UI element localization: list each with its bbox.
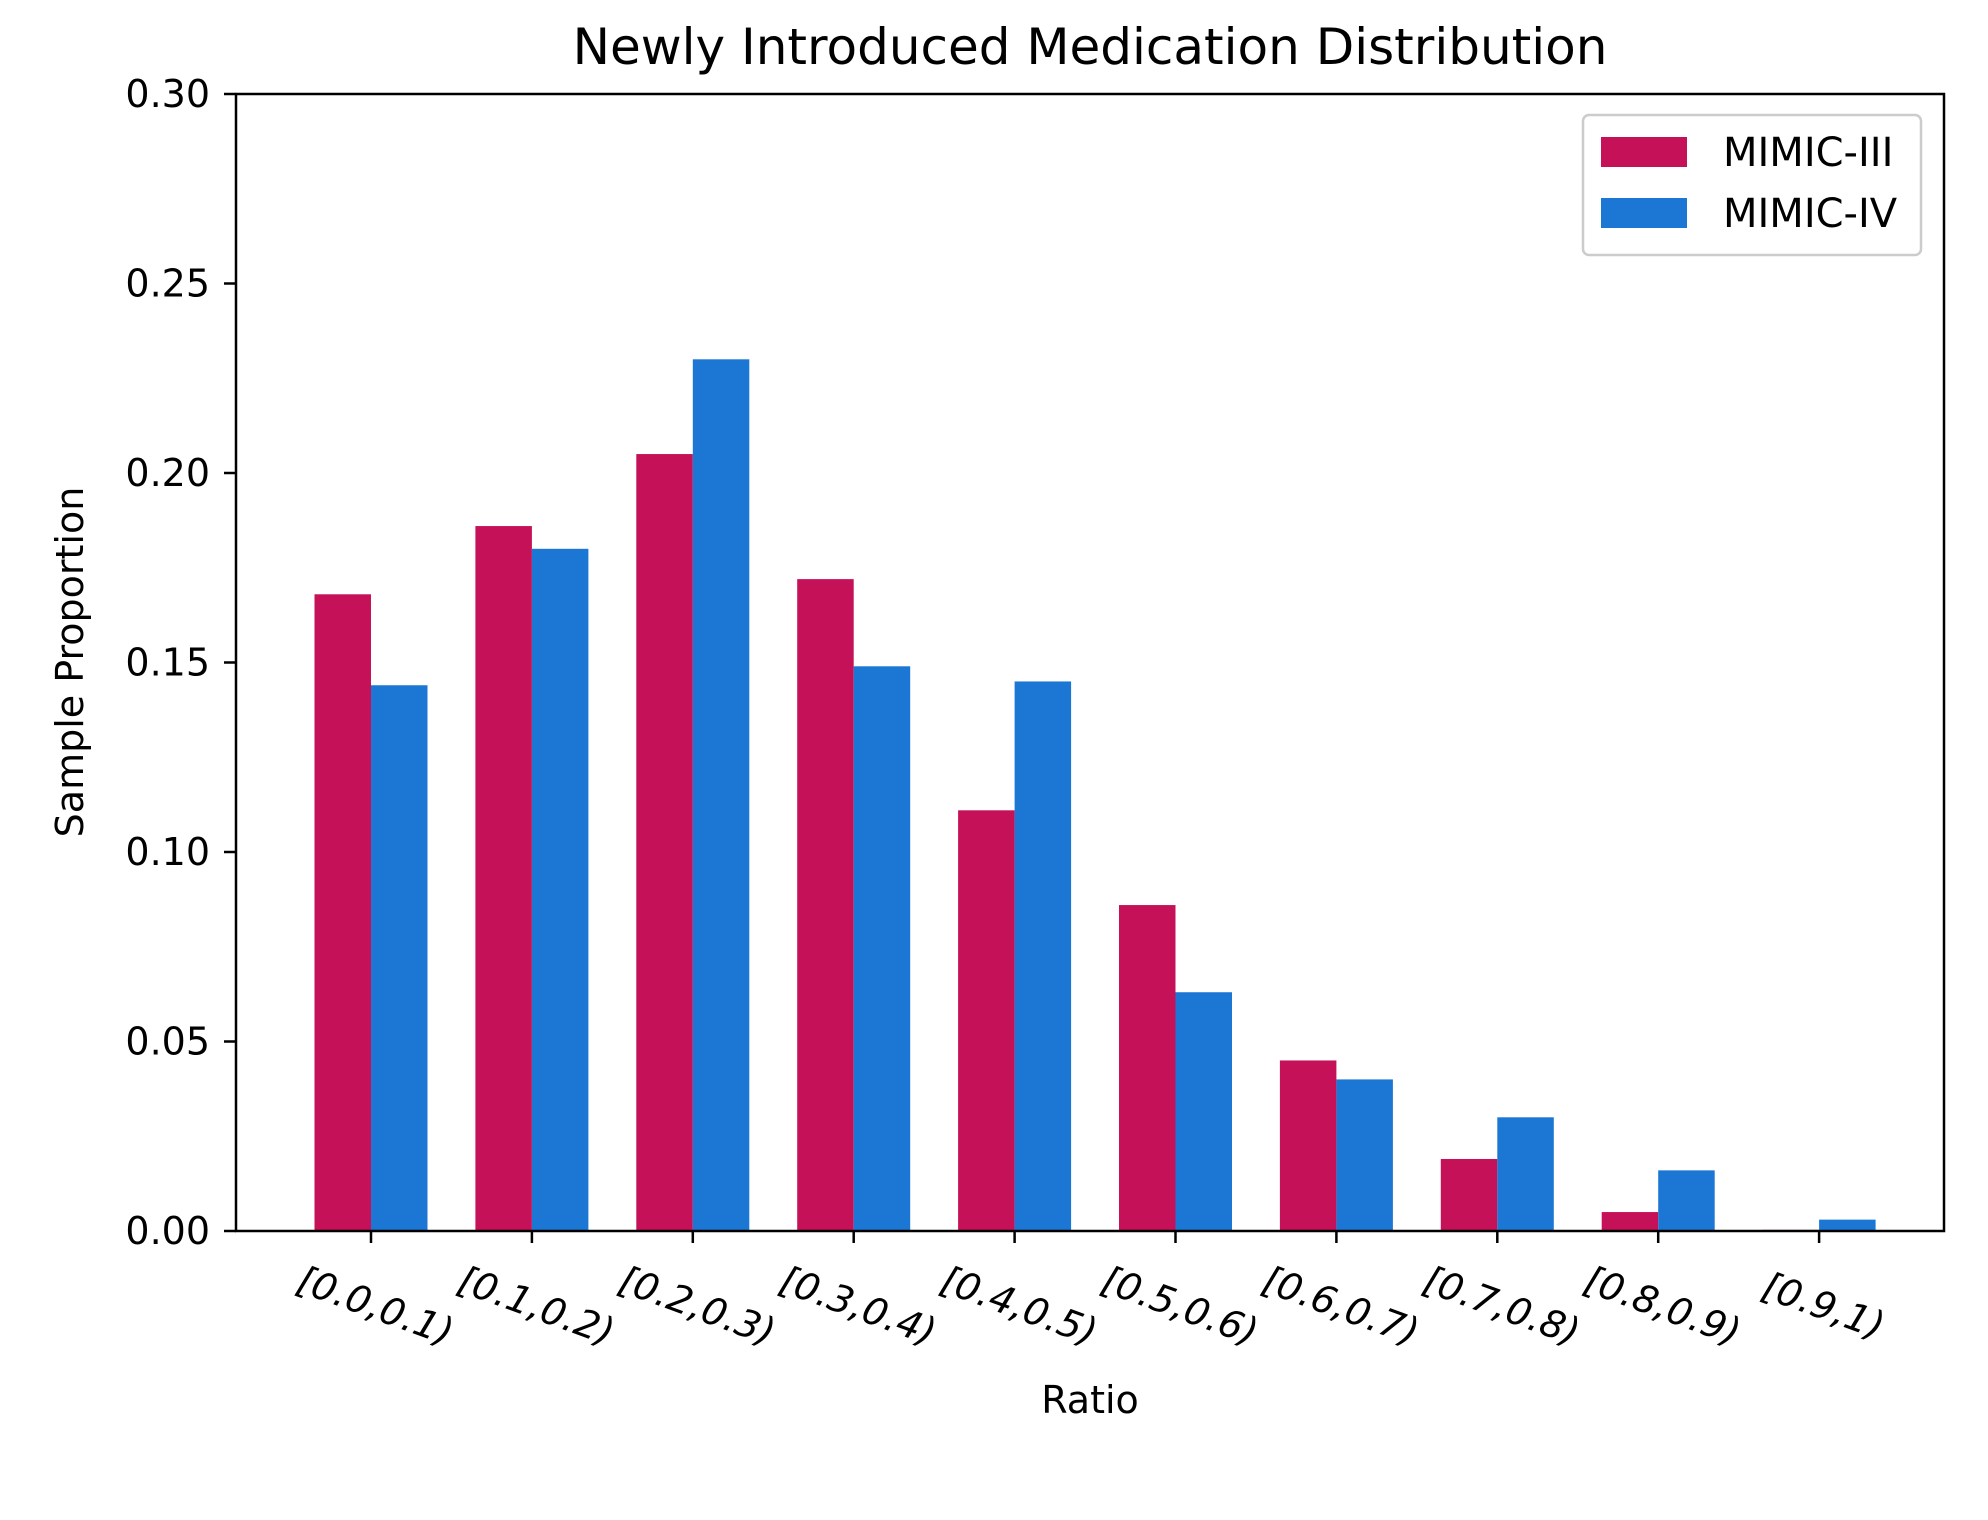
x-tick-label: [0.9,1) xyxy=(1757,1264,1891,1349)
bar-mimic-iii-5 xyxy=(1119,905,1176,1231)
x-tick-label: [0.8,0.9) xyxy=(1579,1257,1747,1354)
y-axis-label: Sample Proportion xyxy=(48,487,92,838)
plot-frame xyxy=(234,92,1946,1233)
bar-mimic-iii-6 xyxy=(1279,1060,1337,1231)
bar-mimic-iv-6 xyxy=(1336,1079,1393,1231)
legend-swatch-mimic-iv xyxy=(1601,198,1687,228)
bar-mimic-iii-4 xyxy=(958,810,1015,1231)
x-tick-label: [0.1,0.2) xyxy=(452,1257,620,1354)
legend-swatch-mimic-iii xyxy=(1601,137,1687,167)
bar-mimic-iv-0 xyxy=(371,685,428,1231)
legend-label-mimic-iii: MIMIC-III xyxy=(1723,130,1893,176)
bar-mimic-iv-7 xyxy=(1497,1117,1554,1231)
legend: MIMIC-III MIMIC-IV xyxy=(1581,113,1923,257)
y-tick-label: 0.15 xyxy=(125,641,210,685)
bar-mimic-iv-9 xyxy=(1819,1219,1876,1231)
y-tick-label: 0.20 xyxy=(125,451,210,495)
bar-mimic-iv-4 xyxy=(1014,681,1072,1231)
x-tick-label: [0.3,0.4) xyxy=(774,1257,942,1354)
x-tick-label: [0.6,0.7) xyxy=(1257,1257,1425,1354)
chart-title: Newly Introduced Medication Distribution xyxy=(573,18,1608,76)
bar-mimic-iii-1 xyxy=(475,526,532,1231)
x-tick-label: [0.0,0.1) xyxy=(292,1257,460,1354)
bars-layer xyxy=(314,359,1876,1231)
bar-mimic-iii-8 xyxy=(1601,1212,1659,1231)
bar-mimic-iii-7 xyxy=(1440,1158,1498,1231)
legend-label-mimic-iv: MIMIC-IV xyxy=(1723,191,1898,237)
bar-mimic-iv-3 xyxy=(853,666,911,1231)
y-tick-label: 0.25 xyxy=(125,262,210,306)
x-tick-label: [0.4,0.5) xyxy=(935,1257,1103,1354)
y-tick-label: 0.05 xyxy=(125,1020,210,1064)
bar-mimic-iii-2 xyxy=(636,454,693,1231)
y-tick-label: 0.30 xyxy=(125,72,210,116)
x-tick-label: [0.5,0.6) xyxy=(1096,1257,1264,1354)
bar-mimic-iv-8 xyxy=(1658,1170,1715,1231)
bar-mimic-iii-3 xyxy=(797,579,854,1231)
bar-mimic-iv-2 xyxy=(692,359,750,1231)
x-axis-label: Ratio xyxy=(1041,1378,1139,1422)
y-tick-label: 0.10 xyxy=(125,830,210,874)
x-tick-label: [0.7,0.8) xyxy=(1418,1257,1586,1354)
y-tick-label: 0.00 xyxy=(125,1209,210,1253)
bar-mimic-iv-5 xyxy=(1175,992,1232,1231)
x-tick-label: [0.2,0.3) xyxy=(613,1257,781,1354)
bar-mimic-iv-1 xyxy=(531,548,589,1231)
bar-mimic-iii-0 xyxy=(314,594,371,1231)
